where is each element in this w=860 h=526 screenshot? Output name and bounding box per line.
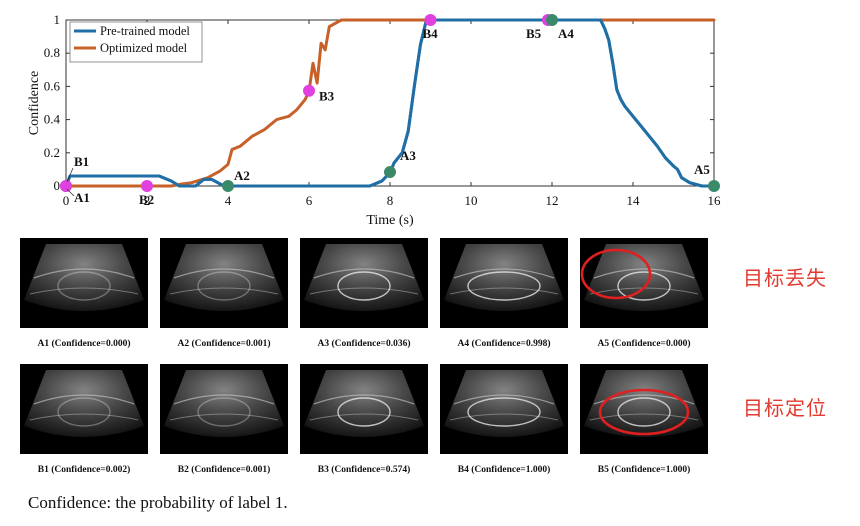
image-caption: A4 (Confidence=0.998) <box>457 339 551 349</box>
target-highlight-ellipse <box>598 388 690 436</box>
marker-b4 <box>424 14 437 26</box>
marker-label-a1: A1 <box>74 190 90 205</box>
marker-label-a3: A3 <box>400 148 416 163</box>
marker-a3 <box>384 166 396 179</box>
marker-label-b5: B5 <box>526 26 542 41</box>
b1-leader-line <box>66 167 74 183</box>
x-tick-label: 16 <box>708 193 722 208</box>
x-tick-label: 14 <box>627 193 641 208</box>
marker-b1 <box>60 180 72 192</box>
x-tick-label: 10 <box>465 193 478 208</box>
ultrasound-cell: B1 (Confidence=0.002) <box>20 364 148 475</box>
marker-a5 <box>708 180 720 192</box>
ultrasound-image <box>160 238 288 328</box>
marker-a4 <box>546 14 558 26</box>
marker-b3 <box>303 84 315 97</box>
marker-b2 <box>141 180 153 192</box>
image-caption: A1 (Confidence=0.000) <box>37 339 131 349</box>
ultrasound-image <box>160 364 288 454</box>
image-caption: B1 (Confidence=0.002) <box>37 465 131 475</box>
marker-a2 <box>222 180 234 192</box>
marker-label-a2: A2 <box>234 168 250 183</box>
legend-label-1: Pre-trained model <box>100 24 190 38</box>
y-axis-label: Confidence <box>27 71 42 136</box>
image-caption: B4 (Confidence=1.000) <box>457 465 551 475</box>
confidence-line-chart: 0 2 4 6 8 10 12 14 16 0 0.2 0.4 0.6 0.8 1 Time (s) Confi… <box>27 12 722 228</box>
x-tick-label: 0 <box>63 193 70 208</box>
ultrasound-image <box>440 238 568 328</box>
footnote: Confidence: the probability of label 1. <box>28 493 288 512</box>
legend-label-2: Optimized model <box>100 41 188 55</box>
row-b-images: B1 (Confidence=0.002) B2 (Confidence=0.00… <box>20 364 708 475</box>
ultrasound-image <box>300 364 428 454</box>
x-tick-label: 8 <box>387 193 394 208</box>
series-line-1-overlay <box>64 18 714 188</box>
ultrasound-cell: B3 (Confidence=0.574) <box>300 364 428 475</box>
x-tick-label: 4 <box>225 193 232 208</box>
x-tick-label: 2 <box>144 193 151 208</box>
y-tick-label: 0 <box>54 178 61 193</box>
ultrasound-cell: A2 (Confidence=0.001) <box>160 238 288 349</box>
legend-box <box>69 21 203 63</box>
ultrasound-cell: A4 (Confidence=0.998) <box>440 238 568 349</box>
row-b-label: 目标定位 <box>743 396 827 420</box>
ultrasound-image <box>300 238 428 328</box>
ultrasound-cell: B5 (Confidence=1.000) <box>580 364 708 475</box>
ultrasound-image <box>20 364 148 454</box>
x-axis-label: Time (s) <box>366 213 414 228</box>
x-tick-label: 12 <box>546 193 559 208</box>
marker-label-b3: B3 <box>319 89 335 104</box>
ultrasound-image <box>20 238 148 328</box>
ultrasound-cell: A1 (Confidence=0.000) <box>20 238 148 349</box>
ultrasound-cell: B4 (Confidence=1.000) <box>440 364 568 475</box>
image-caption: B3 (Confidence=0.574) <box>317 465 411 475</box>
y-tick-label: 0.4 <box>44 112 61 127</box>
ultrasound-cell: A5 (Confidence=0.000) <box>580 238 708 349</box>
image-caption: A5 (Confidence=0.000) <box>597 339 691 349</box>
ultrasound-cell: B2 (Confidence=0.001) <box>160 364 288 475</box>
marker-label-a5: A5 <box>694 162 710 177</box>
marker-label-b1: B1 <box>74 154 89 169</box>
y-tick-label: 0.6 <box>44 78 61 93</box>
row-a-images: A1 (Confidence=0.000) A2 (Confidence=0.00… <box>20 238 708 349</box>
ultrasound-image <box>580 364 708 454</box>
y-tick-label: 1 <box>54 12 61 27</box>
image-caption: A3 (Confidence=0.036) <box>317 339 411 349</box>
image-caption: B2 (Confidence=0.001) <box>177 465 271 475</box>
target-highlight-ellipse <box>580 248 652 300</box>
a1-leader-line <box>66 188 75 197</box>
x-tick-label: 6 <box>306 193 313 208</box>
y-tick-label: 0.2 <box>44 145 60 160</box>
y-tick-label: 0.8 <box>44 45 60 60</box>
ultrasound-image <box>580 238 708 328</box>
marker-label-b2: B2 <box>139 192 154 207</box>
ultrasound-image <box>440 364 568 454</box>
image-caption: B5 (Confidence=1.000) <box>597 465 691 475</box>
marker-label-a4: A4 <box>558 26 574 41</box>
row-a-label: 目标丢失 <box>743 266 827 290</box>
image-caption: A2 (Confidence=0.001) <box>177 339 271 349</box>
marker-label-b4: B4 <box>423 26 439 41</box>
ultrasound-cell: A3 (Confidence=0.036) <box>300 238 428 349</box>
